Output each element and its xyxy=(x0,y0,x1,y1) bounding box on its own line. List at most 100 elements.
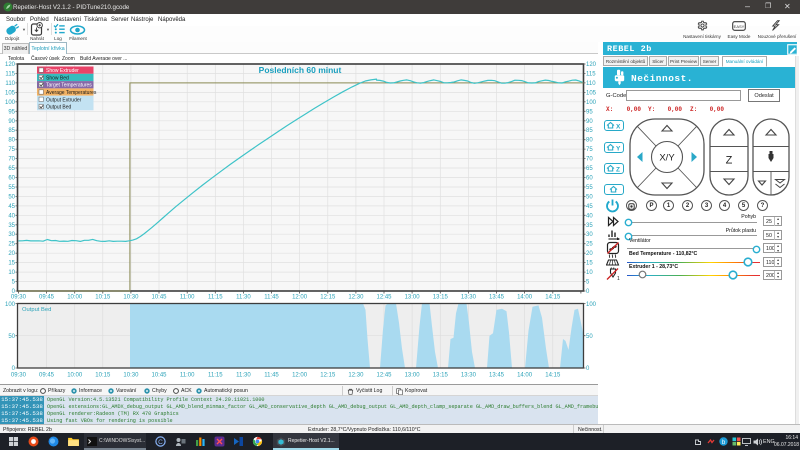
svg-text:45: 45 xyxy=(8,204,15,210)
svg-text:75: 75 xyxy=(586,147,593,153)
svg-text:10:00: 10:00 xyxy=(67,373,83,379)
svg-text:12:15: 12:15 xyxy=(320,295,336,301)
svg-text:100: 100 xyxy=(586,302,597,308)
svg-text:09:45: 09:45 xyxy=(39,373,55,379)
svg-text:10:15: 10:15 xyxy=(95,373,111,379)
svg-text:12:45: 12:45 xyxy=(376,373,392,379)
svg-text:09:45: 09:45 xyxy=(39,295,55,301)
svg-text:95: 95 xyxy=(8,109,15,115)
svg-text:80: 80 xyxy=(8,138,15,144)
svg-text:40: 40 xyxy=(8,213,15,219)
svg-text:120: 120 xyxy=(586,62,597,68)
svg-text:65: 65 xyxy=(586,166,593,172)
svg-text:105: 105 xyxy=(586,90,597,96)
svg-text:EASY: EASY xyxy=(734,24,745,29)
svg-text:Z: Z xyxy=(726,155,733,167)
svg-text:11:30: 11:30 xyxy=(236,295,251,301)
svg-text:0: 0 xyxy=(12,289,16,295)
svg-text:C: C xyxy=(158,439,163,446)
svg-text:10:45: 10:45 xyxy=(151,295,167,301)
svg-text:Output Extruder: Output Extruder xyxy=(46,97,82,103)
svg-text:09:30: 09:30 xyxy=(11,373,27,379)
svg-text:Average Temperatures: Average Temperatures xyxy=(46,90,97,96)
svg-text:90: 90 xyxy=(8,119,15,125)
svg-text:5: 5 xyxy=(12,280,16,286)
svg-text:5: 5 xyxy=(586,280,590,286)
svg-text:Y: Y xyxy=(616,146,621,153)
svg-text:60: 60 xyxy=(8,176,15,182)
svg-text:1: 1 xyxy=(617,276,620,281)
svg-text:110: 110 xyxy=(586,81,596,87)
svg-text:100: 100 xyxy=(5,100,16,106)
svg-text:12:30: 12:30 xyxy=(348,295,364,301)
svg-text:Target Temperatures: Target Temperatures xyxy=(46,83,92,89)
svg-text:55: 55 xyxy=(586,185,593,191)
svg-text:15: 15 xyxy=(586,261,593,267)
svg-text:0: 0 xyxy=(586,366,590,372)
svg-text:60: 60 xyxy=(586,176,593,182)
svg-text:55: 55 xyxy=(8,185,15,191)
svg-text:13:30: 13:30 xyxy=(461,373,477,379)
svg-text:Show Bed: Show Bed xyxy=(46,75,69,81)
svg-text:11:00: 11:00 xyxy=(180,373,195,379)
svg-text:13:45: 13:45 xyxy=(489,373,505,379)
svg-text:b: b xyxy=(722,440,726,446)
svg-text:100: 100 xyxy=(5,302,16,308)
svg-text:14:15: 14:15 xyxy=(545,295,561,301)
svg-text:25: 25 xyxy=(586,242,593,248)
svg-text:10:45: 10:45 xyxy=(151,373,167,379)
svg-text:10:30: 10:30 xyxy=(123,373,139,379)
svg-text:13:30: 13:30 xyxy=(461,295,477,301)
svg-text:50: 50 xyxy=(8,334,15,340)
svg-text:35: 35 xyxy=(8,223,15,229)
svg-text:15: 15 xyxy=(8,261,15,267)
svg-text:12:00: 12:00 xyxy=(292,295,308,301)
svg-text:30: 30 xyxy=(586,232,593,238)
svg-text:12:00: 12:00 xyxy=(292,373,308,379)
svg-text:115: 115 xyxy=(5,72,15,78)
svg-text:10:00: 10:00 xyxy=(67,295,83,301)
svg-text:50: 50 xyxy=(586,194,593,200)
svg-text:11:30: 11:30 xyxy=(236,373,251,379)
svg-text:11:45: 11:45 xyxy=(264,373,279,379)
svg-text:115: 115 xyxy=(586,72,596,78)
svg-text:Z: Z xyxy=(616,167,620,174)
svg-text:120: 120 xyxy=(5,62,16,68)
svg-text:45: 45 xyxy=(586,204,593,210)
svg-text:11:00: 11:00 xyxy=(180,295,195,301)
svg-text:11:15: 11:15 xyxy=(208,373,223,379)
svg-text:12:15: 12:15 xyxy=(320,373,336,379)
svg-text:95: 95 xyxy=(586,109,593,115)
svg-text:13:15: 13:15 xyxy=(433,373,449,379)
svg-text:10: 10 xyxy=(586,270,593,276)
svg-text:30: 30 xyxy=(8,232,15,238)
svg-text:20: 20 xyxy=(8,251,15,257)
svg-text:35: 35 xyxy=(586,223,593,229)
svg-text:11:15: 11:15 xyxy=(208,295,223,301)
svg-text:85: 85 xyxy=(586,128,593,134)
svg-text:85: 85 xyxy=(8,128,15,134)
svg-text:10: 10 xyxy=(8,270,15,276)
svg-text:0: 0 xyxy=(12,366,16,372)
svg-text:25: 25 xyxy=(8,242,15,248)
svg-text:70: 70 xyxy=(586,157,593,163)
svg-text:50: 50 xyxy=(586,334,593,340)
svg-text:Output Bed: Output Bed xyxy=(46,105,72,111)
svg-text:100: 100 xyxy=(586,100,597,106)
svg-text:13:45: 13:45 xyxy=(489,295,505,301)
svg-text:20: 20 xyxy=(586,251,593,257)
svg-text:80: 80 xyxy=(586,138,593,144)
svg-text:Show Extruder: Show Extruder xyxy=(46,68,79,74)
svg-text:65: 65 xyxy=(8,166,15,172)
svg-text:12:30: 12:30 xyxy=(348,373,364,379)
svg-text:X/Y: X/Y xyxy=(659,153,675,164)
svg-text:90: 90 xyxy=(586,119,593,125)
svg-text:14:15: 14:15 xyxy=(545,373,561,379)
svg-text:11:45: 11:45 xyxy=(264,295,279,301)
svg-text:14:00: 14:00 xyxy=(517,295,533,301)
svg-text:Posledních 60 minut: Posledních 60 minut xyxy=(259,65,342,75)
svg-text:110: 110 xyxy=(5,81,15,87)
svg-text:50: 50 xyxy=(8,194,15,200)
svg-text:13:15: 13:15 xyxy=(433,295,449,301)
svg-text:12:45: 12:45 xyxy=(376,295,392,301)
